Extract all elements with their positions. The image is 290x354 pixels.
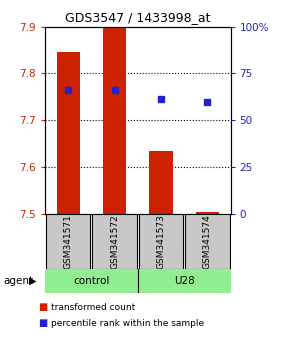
Text: percentile rank within the sample: percentile rank within the sample <box>51 319 204 328</box>
Text: GSM341573: GSM341573 <box>156 214 166 269</box>
Text: ■: ■ <box>38 318 47 328</box>
Bar <box>149 151 173 214</box>
Bar <box>103 27 126 214</box>
Bar <box>139 214 183 269</box>
Bar <box>138 269 231 293</box>
Text: GSM341572: GSM341572 <box>110 214 119 269</box>
Text: GSM341571: GSM341571 <box>64 214 73 269</box>
Title: GDS3547 / 1433998_at: GDS3547 / 1433998_at <box>65 11 211 24</box>
Bar <box>46 214 90 269</box>
Bar <box>185 214 230 269</box>
Bar <box>45 269 138 293</box>
Text: control: control <box>73 276 110 286</box>
Bar <box>57 52 80 214</box>
Bar <box>92 214 137 269</box>
Text: ▶: ▶ <box>29 276 37 286</box>
Text: transformed count: transformed count <box>51 303 135 312</box>
Text: agent: agent <box>3 276 33 286</box>
Text: U28: U28 <box>174 276 195 286</box>
Text: ■: ■ <box>38 302 47 312</box>
Text: GSM341574: GSM341574 <box>203 214 212 269</box>
Bar <box>196 212 219 214</box>
